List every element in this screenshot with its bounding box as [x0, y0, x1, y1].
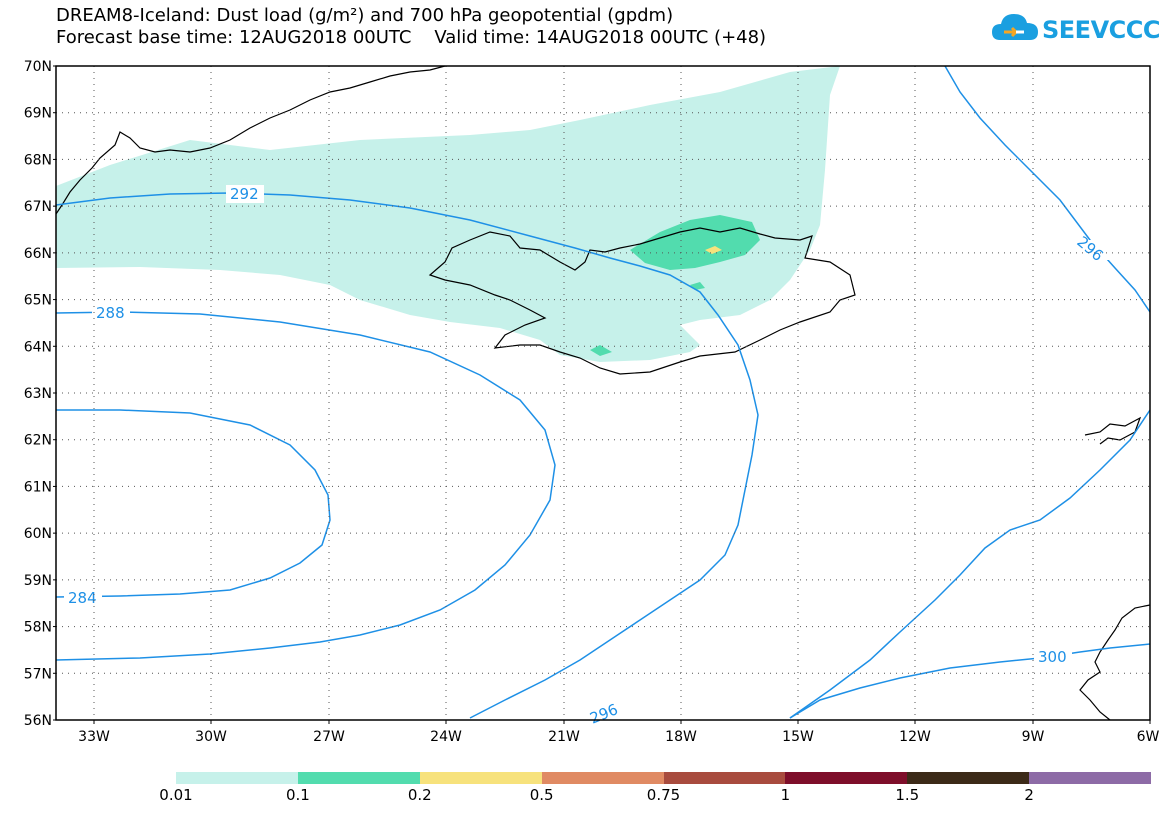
colorbar-segment — [419, 772, 542, 784]
norway-coastline-north — [1084, 416, 1142, 445]
longitude-label: 24W — [430, 729, 462, 745]
uk-coastline — [1079, 604, 1151, 721]
colorbar-segment — [663, 772, 786, 784]
colorbar-label: 0.75 — [646, 786, 681, 804]
longitude-label: 33W — [78, 729, 110, 745]
longitude-label: 30W — [195, 729, 227, 745]
colorbar-label: 2 — [1024, 786, 1034, 804]
greenland-coastline — [55, 65, 446, 215]
grid-lines — [56, 66, 1150, 720]
longitude-label: 18W — [665, 729, 697, 745]
latitude-label: 69N — [24, 106, 52, 122]
latitude-label: 57N — [24, 666, 52, 682]
contour-label: 284 — [68, 589, 97, 607]
latitude-label: 62N — [24, 433, 52, 449]
colorbar-label: 0.01 — [159, 786, 193, 804]
colorbar-label: 0.5 — [529, 786, 554, 804]
dust-area-mid — [630, 215, 760, 270]
dust-area-low — [56, 66, 840, 362]
seevccc-logo: SEEVCCC — [990, 10, 1170, 50]
colorbar-segment — [176, 772, 298, 784]
colorbar-segment — [907, 772, 1030, 784]
colorbar-label: 0.1 — [285, 786, 310, 804]
contour-284 — [55, 409, 331, 598]
cloud-icon — [992, 14, 1038, 40]
latitude-label: 60N — [24, 526, 52, 542]
latitude-label: 56N — [24, 713, 52, 729]
geopotential-contours — [55, 65, 1151, 719]
contour-288 — [55, 311, 556, 661]
latitude-label: 70N — [24, 59, 52, 75]
longitude-label: 9W — [1022, 729, 1045, 745]
coastlines — [55, 65, 1151, 721]
latitude-label: 67N — [24, 199, 52, 215]
latitude-label: 61N — [24, 479, 52, 495]
colorbar-label: 1 — [780, 786, 791, 804]
latitude-label: 59N — [24, 573, 52, 589]
latitude-label: 64N — [24, 339, 52, 355]
contour-296 — [944, 65, 1151, 313]
map-title: DREAM8-Iceland: Dust load (g/m²) and 700… — [56, 5, 674, 26]
contour-label: 296 — [1073, 233, 1107, 265]
dust-load-shading — [56, 66, 840, 362]
colorbar-segment — [297, 772, 420, 784]
colorbar-label: 0.2 — [407, 786, 432, 804]
colorbar-segment — [785, 772, 908, 784]
latitude-label: 65N — [24, 293, 52, 309]
latitude-label: 68N — [24, 152, 52, 168]
colorbar-label: 1.5 — [895, 786, 920, 804]
map-subtitle: Forecast base time: 12AUG2018 00UTC Vali… — [56, 27, 767, 48]
longitude-label: 12W — [899, 729, 931, 745]
latitude-labels: 70N 69N 68N 67N 66N 65N 64N 63N 62N 61N 60N 59N 58N 5… — [24, 59, 56, 729]
contour-292 — [55, 192, 759, 719]
latitude-label: 58N — [24, 620, 52, 636]
contour-label: 288 — [96, 304, 125, 322]
latitude-label: 66N — [24, 246, 52, 262]
dust-area-mid-2 — [590, 345, 612, 356]
longitude-label: 21W — [548, 729, 580, 745]
colorbar-segment — [541, 772, 664, 784]
iceland-coastline — [428, 227, 856, 375]
colorbar-segment — [1029, 772, 1151, 784]
longitude-label: 27W — [313, 729, 345, 745]
contour-label: 300 — [1038, 648, 1067, 666]
colorbar-legend — [176, 772, 1151, 784]
longitude-label: 15W — [782, 729, 814, 745]
logo-text: SEEVCCC — [1042, 16, 1161, 44]
latitude-label: 63N — [24, 386, 52, 402]
longitude-label: 6W — [1137, 729, 1160, 745]
contour-300 — [789, 643, 1151, 719]
contour-label: 292 — [230, 185, 259, 203]
longitude-labels: 33W 30W 27W 24W 21W 18W 15W 12W 9W 6W — [78, 720, 1160, 745]
dust-area-high — [705, 246, 722, 254]
contour-300b — [789, 409, 1151, 719]
